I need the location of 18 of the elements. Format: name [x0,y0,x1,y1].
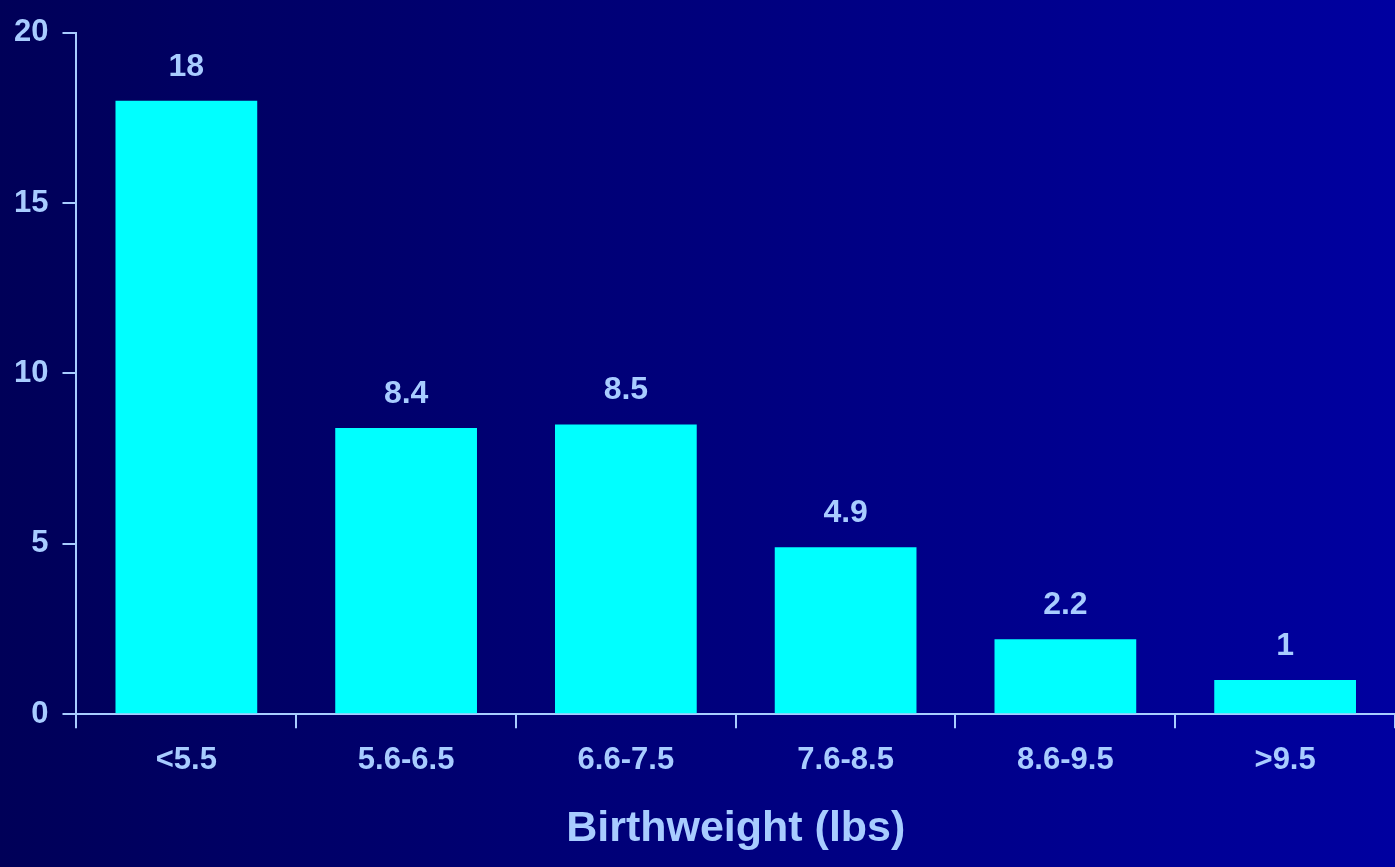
x-tick-label: 6.6-7.5 [577,741,675,777]
data-label: 1 [1276,625,1295,662]
data-label: 18 [168,46,205,83]
x-axis-title: Birthweight (lbs) [566,802,906,851]
x-tick-label: 7.6-8.5 [797,741,894,777]
x-tick-label: <5.5 [155,741,217,777]
data-label: 2.2 [1043,585,1088,622]
x-tick-label: 8.6-9.5 [1017,741,1114,777]
x-tick-label: 5.6-6.5 [357,741,455,777]
y-tick-label: 15 [14,183,49,219]
y-tick-label: 20 [14,13,49,49]
x-tick-label: >9.5 [1254,741,1316,777]
data-label: 4.9 [823,493,868,530]
y-tick-label: 10 [14,353,49,389]
data-label: 8.5 [603,370,649,407]
data-label: 8.4 [383,373,429,410]
y-tick-label: 0 [31,694,49,730]
y-tick-label: 5 [31,524,49,560]
